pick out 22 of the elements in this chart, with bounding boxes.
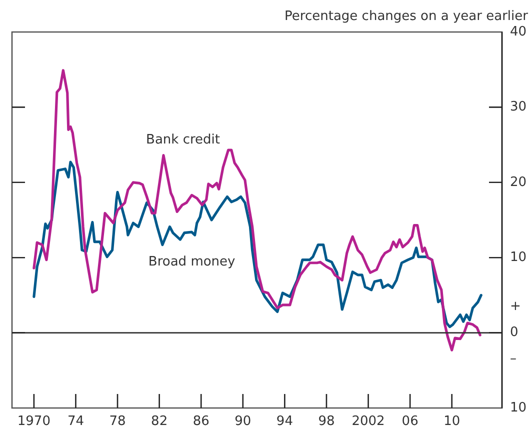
x-tick-label: 1970 [17,414,50,430]
x-tick-label: 2002 [352,414,385,430]
y-tick-label: 40 [510,24,527,40]
y-axis-title: Percentage changes on a year earlier [284,9,529,24]
x-tick-label: 94 [276,414,293,430]
x-tick-label: 82 [151,414,168,430]
x-tick-label: 78 [109,414,126,430]
y-tick-label: 30 [510,100,527,115]
x-tick-label: 10 [444,414,460,430]
series-label: Broad money [148,254,236,270]
y-tick-label: 10 [510,400,527,416]
x-tick-label: 90 [234,414,252,430]
x-tick-label: 74 [67,414,84,430]
y-tick-label: 0 [510,325,518,340]
y-tick-label: 10 [510,250,527,265]
x-tick-label: 98 [318,414,335,430]
y-tick-label: 20 [510,174,527,190]
x-tick-label: 06 [402,414,418,430]
series-label: Bank credit [146,132,220,148]
x-tick-label: 86 [192,414,210,430]
y-tick-label: + [510,298,521,314]
y-tick-label: – [510,351,516,366]
